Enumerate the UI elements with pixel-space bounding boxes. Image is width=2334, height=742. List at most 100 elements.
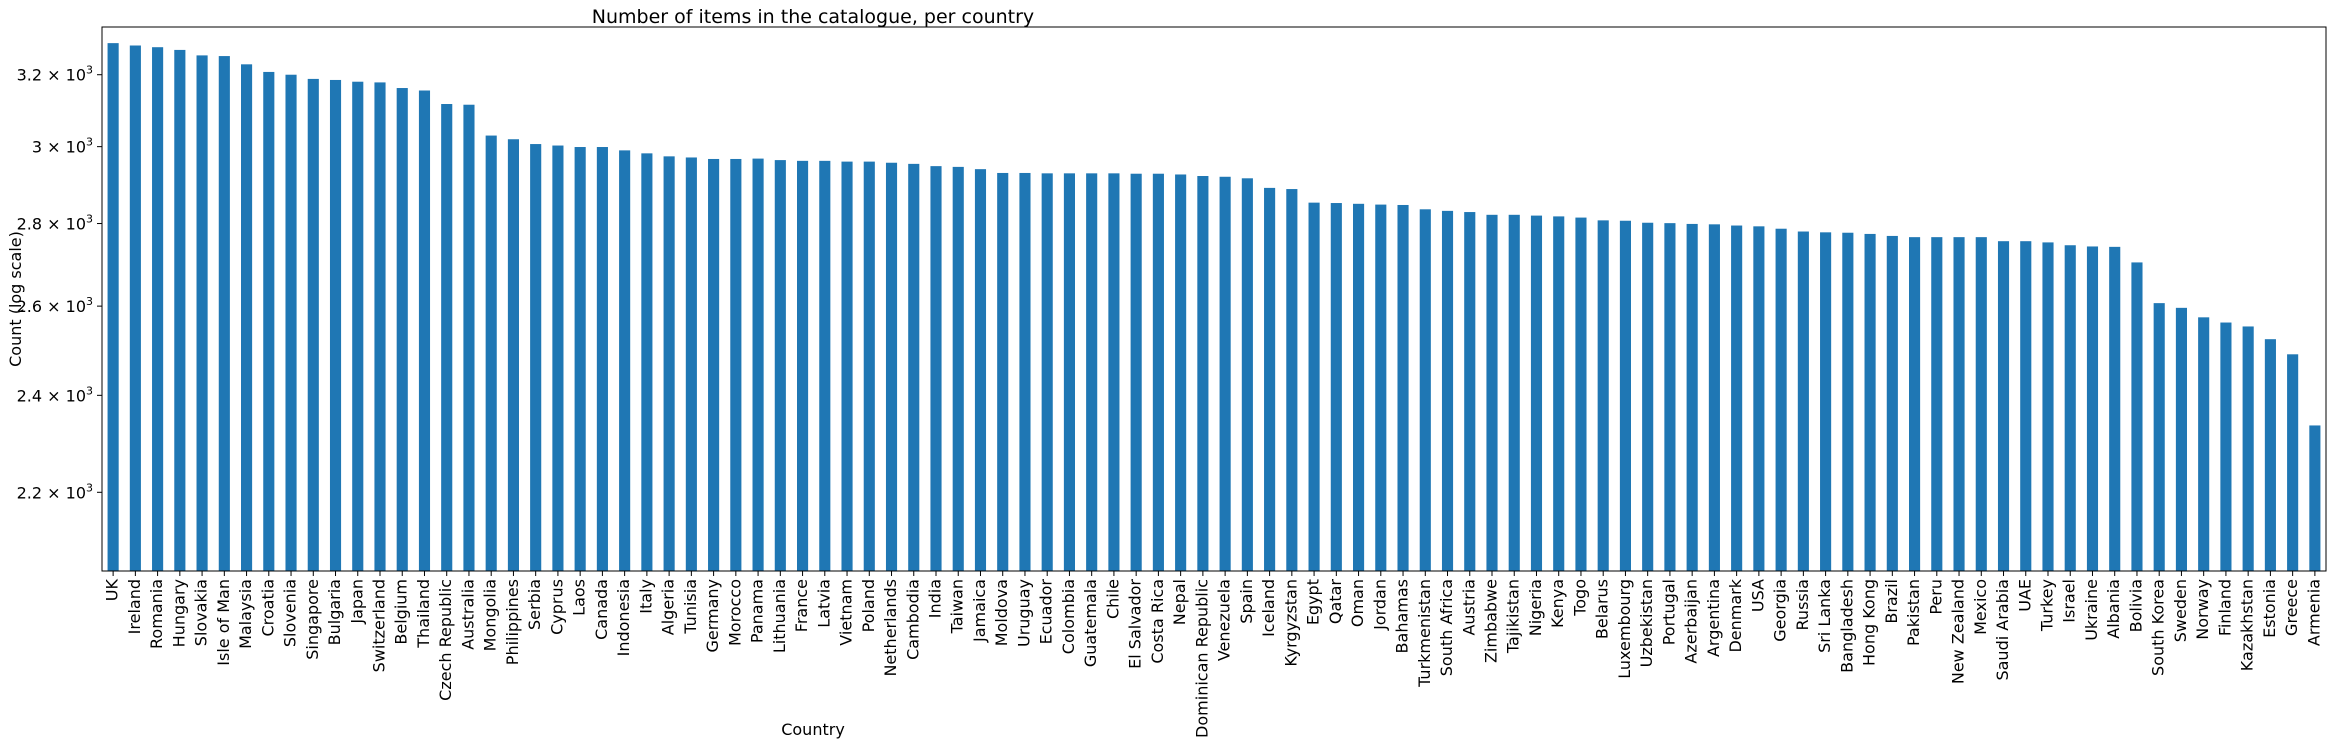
bar-israel	[2064, 245, 2076, 572]
bar-finland	[2220, 322, 2232, 571]
x-tick-label: Poland	[859, 579, 878, 632]
bar-thailand	[418, 90, 431, 571]
x-tick-label: Turkmenistan	[1415, 579, 1434, 688]
bar-mongolia	[485, 135, 497, 571]
x-axis-label: Country	[781, 720, 845, 739]
x-tick-label: Jordan	[1370, 579, 1389, 631]
x-tick-label: Armenia	[2304, 579, 2323, 646]
bar-sri-lanka	[1820, 232, 1832, 571]
bar-south-africa	[1441, 210, 1454, 571]
x-tick-label: Estonia	[2260, 579, 2279, 638]
x-tick-label: Isle of Man	[214, 579, 233, 666]
x-tick-label: Taiwan	[948, 579, 967, 634]
y-axis-label: Count (log scale)	[6, 231, 25, 367]
bar-estonia	[2264, 339, 2276, 571]
x-tick-label: Iceland	[1259, 579, 1278, 637]
bar-albania	[2109, 246, 2121, 572]
x-tick-label: Ireland	[125, 579, 144, 634]
bar-lithuania	[774, 160, 786, 571]
x-tick-label: New Zealand	[1949, 579, 1968, 684]
y-tick-label: 3.2 × 103	[17, 64, 93, 85]
x-tick-label: Laos	[570, 579, 589, 616]
x-tick-label: Serbia	[525, 579, 544, 630]
x-tick-label: Uzbekistan	[1637, 579, 1656, 667]
bar-tunisia	[685, 157, 697, 571]
bar-vietnam	[841, 161, 853, 572]
x-tick-label: Hong Kong	[1860, 579, 1879, 666]
bar-usa	[1753, 226, 1765, 571]
x-tick-label: Tunisia	[681, 579, 700, 635]
x-tick-label: Dominican Republic	[1192, 579, 1211, 738]
bar-dominican-republic	[1197, 176, 1209, 571]
x-tick-label: Ukraine	[2082, 579, 2101, 641]
bar-nigeria	[1530, 215, 1543, 571]
x-tick-label: Lithuania	[770, 579, 789, 653]
bar-azerbaijan	[1686, 223, 1698, 571]
bar-uruguay	[1019, 172, 1031, 571]
x-tick-label: Spain	[1237, 579, 1256, 624]
bar-algeria	[663, 156, 675, 571]
x-tick-label: South Africa	[1437, 579, 1456, 676]
x-tick-label: Mexico	[1971, 579, 1990, 635]
bar-philippines	[507, 139, 519, 572]
bar-latvia	[819, 160, 831, 571]
x-tick-label: Turkey	[2038, 579, 2057, 632]
x-tick-label: Romania	[147, 579, 166, 649]
bar-south-korea	[2153, 303, 2165, 571]
bar-laos	[574, 147, 586, 571]
bar-indonesia	[619, 150, 631, 571]
x-tick-label: Slovenia	[281, 579, 300, 647]
bar-jordan	[1375, 204, 1387, 571]
bars-group	[107, 43, 2321, 572]
x-tick-label: Peru	[1926, 579, 1945, 615]
bar-armenia	[2309, 425, 2321, 571]
x-tick-label: Morocco	[725, 579, 744, 646]
x-tick-label: Costa Rica	[1148, 579, 1167, 664]
x-tick-label: Cyprus	[547, 579, 566, 635]
bar-argentina	[1708, 224, 1720, 571]
x-tick-label: Luxembourg	[1615, 579, 1634, 679]
x-tick-label: Pakistan	[1904, 579, 1923, 646]
bar-norway	[2198, 317, 2210, 571]
chart-title: Number of items in the catalogue, per co…	[592, 6, 1034, 28]
bar-ukraine	[2086, 246, 2099, 571]
x-tick-label: Slovakia	[192, 579, 211, 646]
y-tick-label: 2.8 × 103	[17, 213, 93, 234]
x-tick-label: Uruguay	[1014, 579, 1033, 647]
bar-belarus	[1597, 220, 1609, 572]
x-tick-label: Croatia	[258, 579, 277, 637]
bar-malaysia	[241, 64, 253, 571]
x-tick-label: Bulgaria	[325, 579, 344, 645]
bar-jamaica	[974, 169, 987, 571]
bar-netherlands	[885, 162, 898, 572]
x-tick-label: India	[926, 579, 945, 618]
bar-el-salvador	[1130, 173, 1142, 571]
x-tick-label: UAE	[2015, 579, 2034, 612]
bar-uk	[107, 43, 119, 571]
bar-russia	[1797, 231, 1809, 571]
x-tick-label: Bolivia	[2126, 579, 2145, 632]
bar-denmark	[1731, 225, 1743, 571]
bar-morocco	[730, 158, 742, 571]
bar-switzerland	[374, 82, 386, 571]
x-tick-label: Austria	[1459, 579, 1478, 636]
bar-mexico	[1975, 237, 1987, 571]
x-tick-label: Indonesia	[614, 579, 633, 656]
x-tick-label: Canada	[592, 579, 611, 640]
x-tick-label: Azerbaijan	[1682, 579, 1701, 664]
bar-uzbekistan	[1642, 222, 1654, 572]
bar-iceland	[1264, 187, 1276, 571]
x-tick-label: Jamaica	[970, 579, 989, 643]
x-tick-label: Ecuador	[1037, 579, 1056, 645]
bar-sweden	[2175, 307, 2187, 571]
x-tick-label: Panama	[748, 579, 767, 643]
x-tick-label: Nigeria	[1526, 579, 1545, 636]
bar-kazakhstan	[2242, 326, 2254, 571]
bar-turkey	[2042, 242, 2054, 571]
bar-greece	[2287, 354, 2299, 571]
y-tick-label: 2.4 × 103	[17, 384, 93, 405]
bar-brazil	[1886, 235, 1898, 571]
x-tick-label: Israel	[2060, 579, 2079, 623]
x-tick-label: Colombia	[1059, 579, 1078, 654]
y-tick-label: 3 × 103	[32, 136, 93, 157]
